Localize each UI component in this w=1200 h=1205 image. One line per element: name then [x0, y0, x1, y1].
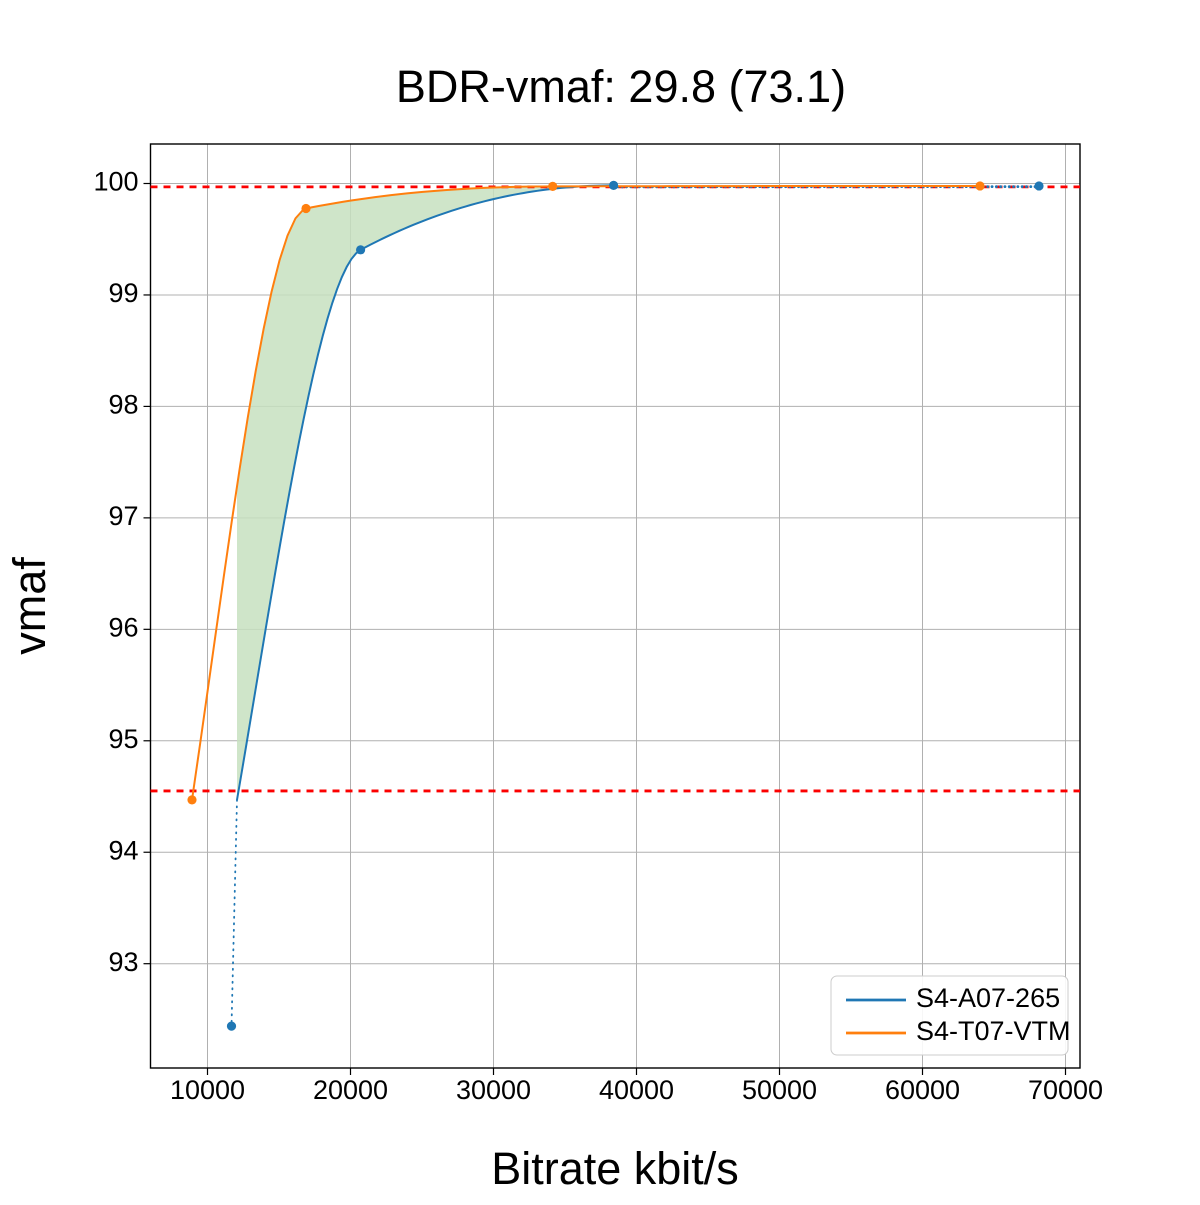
svg-text:S4-A07-265: S4-A07-265	[916, 983, 1060, 1013]
svg-text:94: 94	[108, 835, 138, 865]
svg-text:70000: 70000	[1028, 1075, 1103, 1105]
svg-text:95: 95	[108, 724, 138, 754]
svg-text:96: 96	[108, 612, 138, 642]
svg-text:BDR-vmaf: 29.8 (73.1): BDR-vmaf: 29.8 (73.1)	[396, 61, 846, 112]
svg-text:97: 97	[108, 501, 138, 531]
svg-text:10000: 10000	[170, 1075, 245, 1105]
svg-text:S4-T07-VTM: S4-T07-VTM	[916, 1016, 1071, 1046]
svg-text:40000: 40000	[599, 1075, 674, 1105]
svg-text:20000: 20000	[313, 1075, 388, 1105]
svg-text:100: 100	[93, 167, 138, 197]
svg-text:93: 93	[108, 947, 138, 977]
svg-text:50000: 50000	[742, 1075, 817, 1105]
svg-text:30000: 30000	[456, 1075, 531, 1105]
svg-text:Bitrate kbit/s: Bitrate kbit/s	[491, 1143, 739, 1194]
svg-text:98: 98	[108, 390, 138, 420]
svg-text:99: 99	[108, 278, 138, 308]
svg-text:60000: 60000	[885, 1075, 960, 1105]
svg-text:vmaf: vmaf	[4, 557, 55, 655]
